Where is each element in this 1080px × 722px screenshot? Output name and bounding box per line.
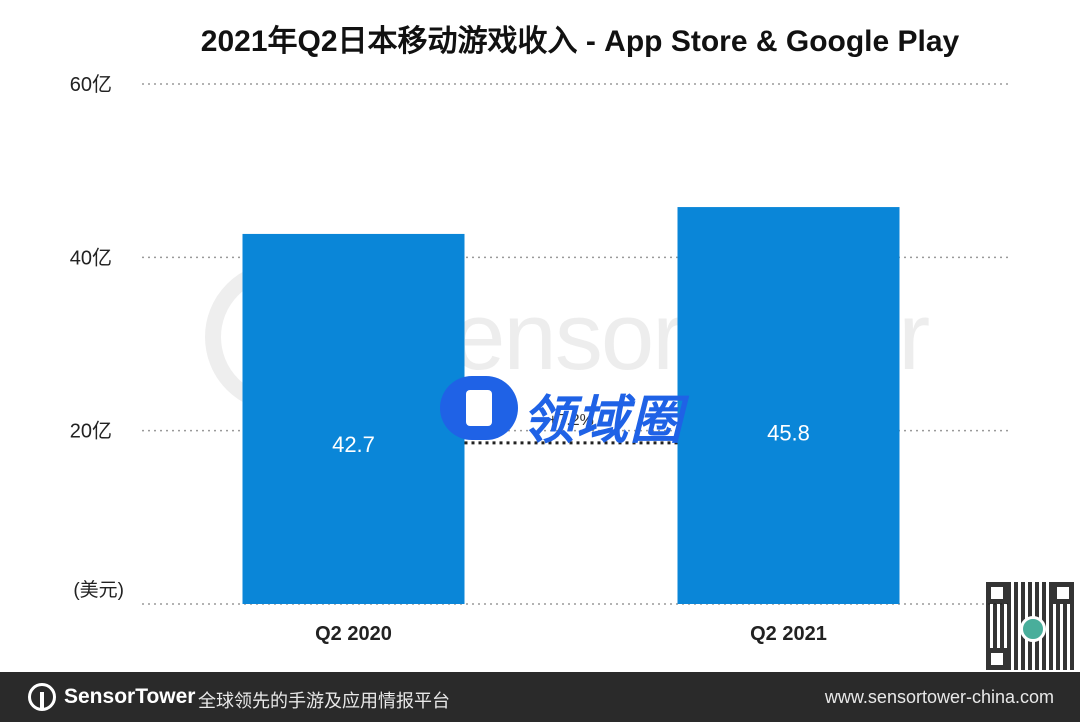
footer-tagline: 全球领先的手游及应用情报平台 [198,691,450,711]
overlay-logo-text: 领域圈 [522,392,685,450]
qr-center-icon [1020,616,1046,642]
x-category-label: Q2 2021 [750,623,827,645]
document-icon [466,390,492,426]
bar [242,233,465,604]
x-category-label: Q2 2020 [315,623,392,645]
overlay-badge-icon [440,376,518,440]
footer-url[interactable]: www.sensortower-china.com [824,687,1054,707]
qr-finder-icon [986,582,1008,604]
y-tick-label: 60亿 [70,73,112,96]
y-unit-label: (美元) [73,579,124,601]
bar-value-label: 42.7 [332,432,375,457]
overlay-logo: 领域圈 [440,376,760,450]
footer-bar: SensorTower 全球领先的手游及应用情报平台 www.sensortow… [0,672,1080,722]
growth-label: +7.2% [548,412,594,429]
bar-value-label: 45.8 [767,420,810,445]
bar-chart: 20亿 40亿 60亿 (美元) 42.7 Q2 2020 45.8 Q2 2021 +7.2% [70,73,1012,645]
qr-finder-icon [1052,582,1074,604]
y-tick-label: 20亿 [70,420,112,443]
y-tick-label: 40亿 [70,246,112,269]
chart-title: 2021年Q2日本移动游戏收入 - App Store & Google Pla… [200,25,960,58]
bar [677,207,900,605]
footer-brand: SensorTower [64,685,196,708]
qr-code [986,582,1074,670]
qr-finder-icon [986,648,1008,670]
sensortower-logo-icon [28,683,56,711]
